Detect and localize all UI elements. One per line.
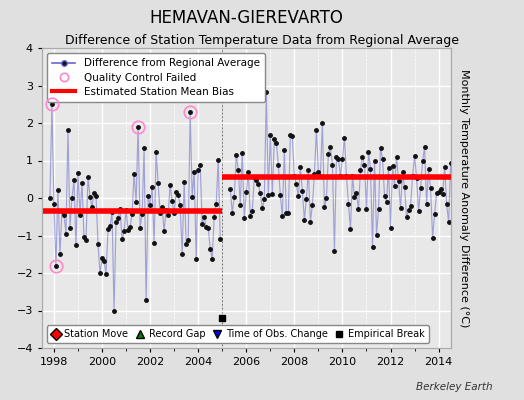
Title: HEMAVAN-GIEREVARTO: HEMAVAN-GIEREVARTO <box>149 9 343 27</box>
Text: Difference of Station Temperature Data from Regional Average: Difference of Station Temperature Data f… <box>65 34 459 47</box>
Legend: Station Move, Record Gap, Time of Obs. Change, Empirical Break: Station Move, Record Gap, Time of Obs. C… <box>47 325 429 343</box>
Y-axis label: Monthly Temperature Anomaly Difference (°C): Monthly Temperature Anomaly Difference (… <box>460 69 470 327</box>
Text: Berkeley Earth: Berkeley Earth <box>416 382 493 392</box>
